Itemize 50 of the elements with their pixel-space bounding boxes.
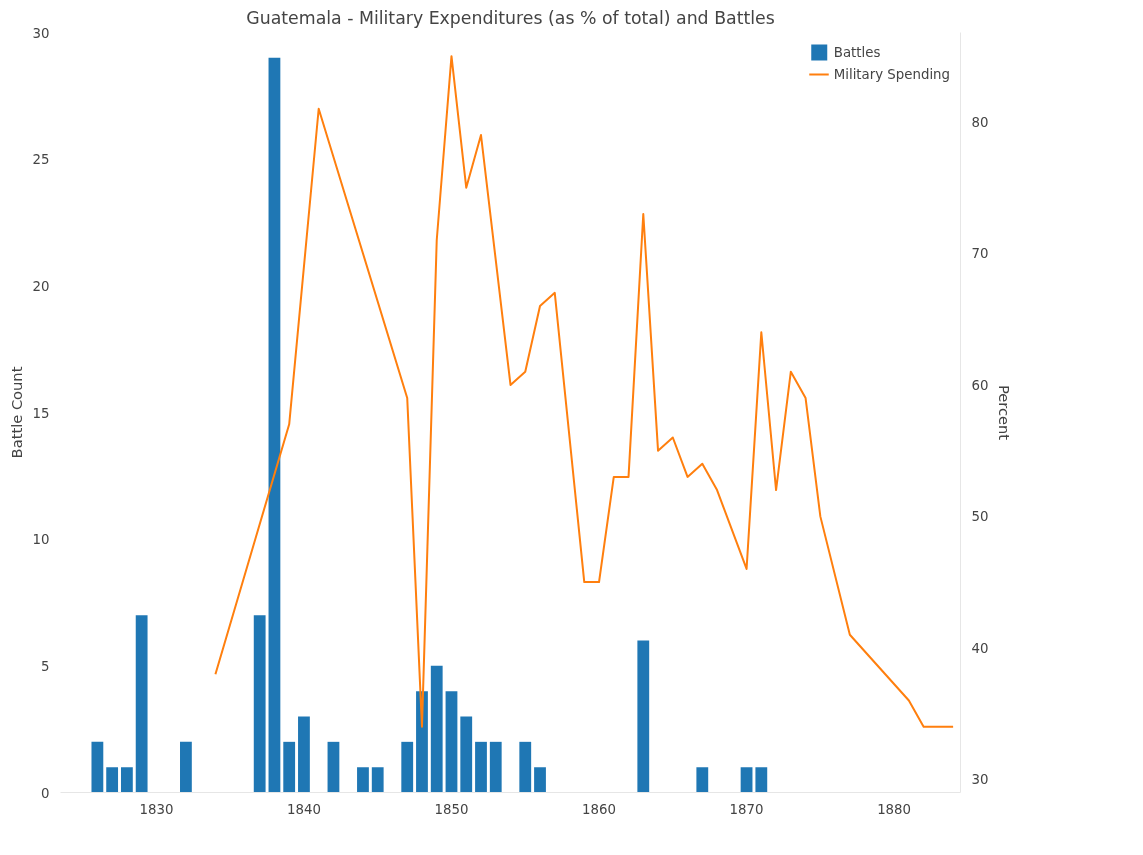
bar (371, 767, 384, 793)
bar (357, 767, 369, 793)
chart-title: Guatemala - Military Expenditures (as % of total) and Battles (246, 7, 775, 28)
x-tick-label: 1830 (139, 801, 174, 817)
bar (106, 767, 119, 793)
y-tick-label: 15 (32, 405, 50, 421)
y2-tick-label: 70 (971, 246, 989, 262)
bar (740, 767, 753, 793)
bar (298, 716, 310, 793)
x-tick-label: 1850 (434, 801, 469, 817)
bar (283, 741, 296, 793)
bar (445, 691, 458, 793)
bar (519, 741, 532, 793)
y2-tick-label: 80 (971, 114, 989, 130)
y-tick-label: 30 (32, 25, 50, 41)
y-tick-label: 10 (32, 532, 50, 548)
bar (135, 615, 148, 793)
bar (637, 640, 650, 793)
line-series (214, 55, 955, 728)
bar (180, 741, 192, 793)
y2-tick-label: 40 (971, 640, 989, 656)
y-axis-title: Battle Count (7, 366, 25, 459)
y2-tick-label: 60 (971, 377, 989, 393)
y-tick-label: 20 (32, 278, 50, 294)
bar (120, 767, 133, 793)
bar (534, 767, 546, 793)
bar (416, 691, 428, 793)
y-tick-label: 0 (41, 785, 50, 801)
x-tick-label: 1840 (286, 801, 321, 817)
y-tick-label: 5 (41, 658, 50, 674)
legend-label: Battles (833, 44, 881, 60)
x-tick-label: 1860 (582, 801, 616, 817)
bar (253, 615, 266, 793)
y2-axis-title: Percent (996, 384, 1014, 441)
bar (755, 767, 768, 793)
bar (430, 665, 443, 793)
bar (401, 741, 414, 793)
legend-label: Military Spending (833, 66, 950, 82)
bar (696, 767, 709, 793)
bar (327, 741, 340, 793)
bar (268, 57, 281, 793)
y2-tick-label: 50 (971, 509, 989, 525)
bar (460, 716, 473, 793)
x-tick-label: 1870 (729, 801, 764, 817)
y2-tick-label: 30 (971, 772, 989, 788)
bar (489, 741, 502, 793)
x-tick-label: 1880 (877, 801, 912, 817)
bar (91, 741, 104, 793)
bar (475, 741, 487, 793)
y-tick-label: 25 (32, 152, 50, 168)
